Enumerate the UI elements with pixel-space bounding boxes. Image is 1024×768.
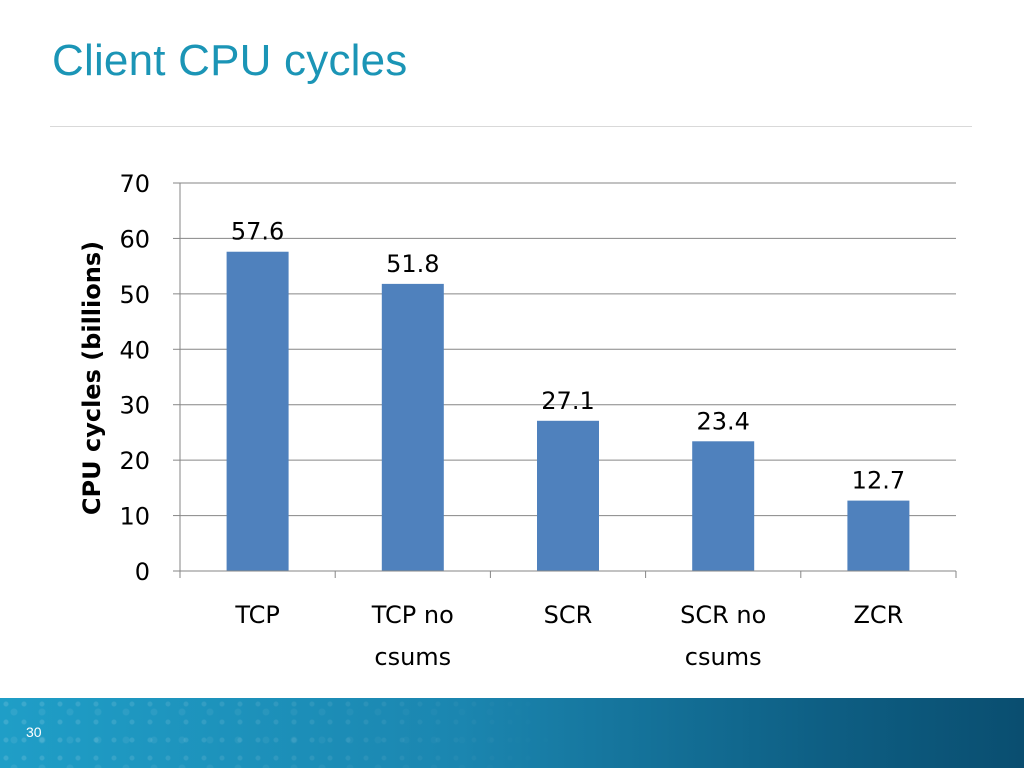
y-tick-label: 0	[135, 558, 150, 586]
title-divider	[50, 126, 972, 127]
y-tick-label: 50	[119, 281, 150, 309]
bar	[692, 441, 755, 571]
bar	[226, 251, 289, 571]
x-category-label: SCR	[544, 601, 593, 629]
data-label: 27.1	[541, 387, 594, 415]
data-label: 23.4	[696, 407, 749, 435]
x-category-label: csums	[374, 643, 451, 671]
y-tick-label: 10	[119, 503, 150, 531]
x-category-label: ZCR	[853, 601, 903, 629]
x-category-label: TCP no	[371, 601, 454, 629]
data-label: 51.8	[386, 250, 439, 278]
y-tick-label: 30	[119, 392, 150, 420]
x-category-label: TCP	[234, 601, 279, 629]
y-tick-label: 60	[119, 225, 150, 253]
y-tick-label: 70	[119, 170, 150, 198]
bar-chart: 0 10 20 30 40 50 60 70 57.6 TCP 51.8 TCP no csums 27.…	[78, 170, 957, 671]
page-number: 30	[26, 724, 42, 740]
y-axis-title: CPU cycles (billions)	[78, 241, 106, 515]
data-label: 12.7	[852, 467, 905, 495]
bar	[847, 500, 910, 571]
bar	[537, 420, 599, 571]
y-tick-label: 20	[119, 447, 150, 475]
x-category-label: SCR no	[680, 601, 766, 629]
x-category-label: csums	[685, 643, 762, 671]
data-label: 57.6	[231, 218, 284, 246]
bar	[381, 283, 444, 571]
slide-title: Client CPU cycles	[52, 36, 408, 85]
footer-bar: 30	[0, 698, 1024, 768]
y-tick-label: 40	[119, 336, 150, 364]
